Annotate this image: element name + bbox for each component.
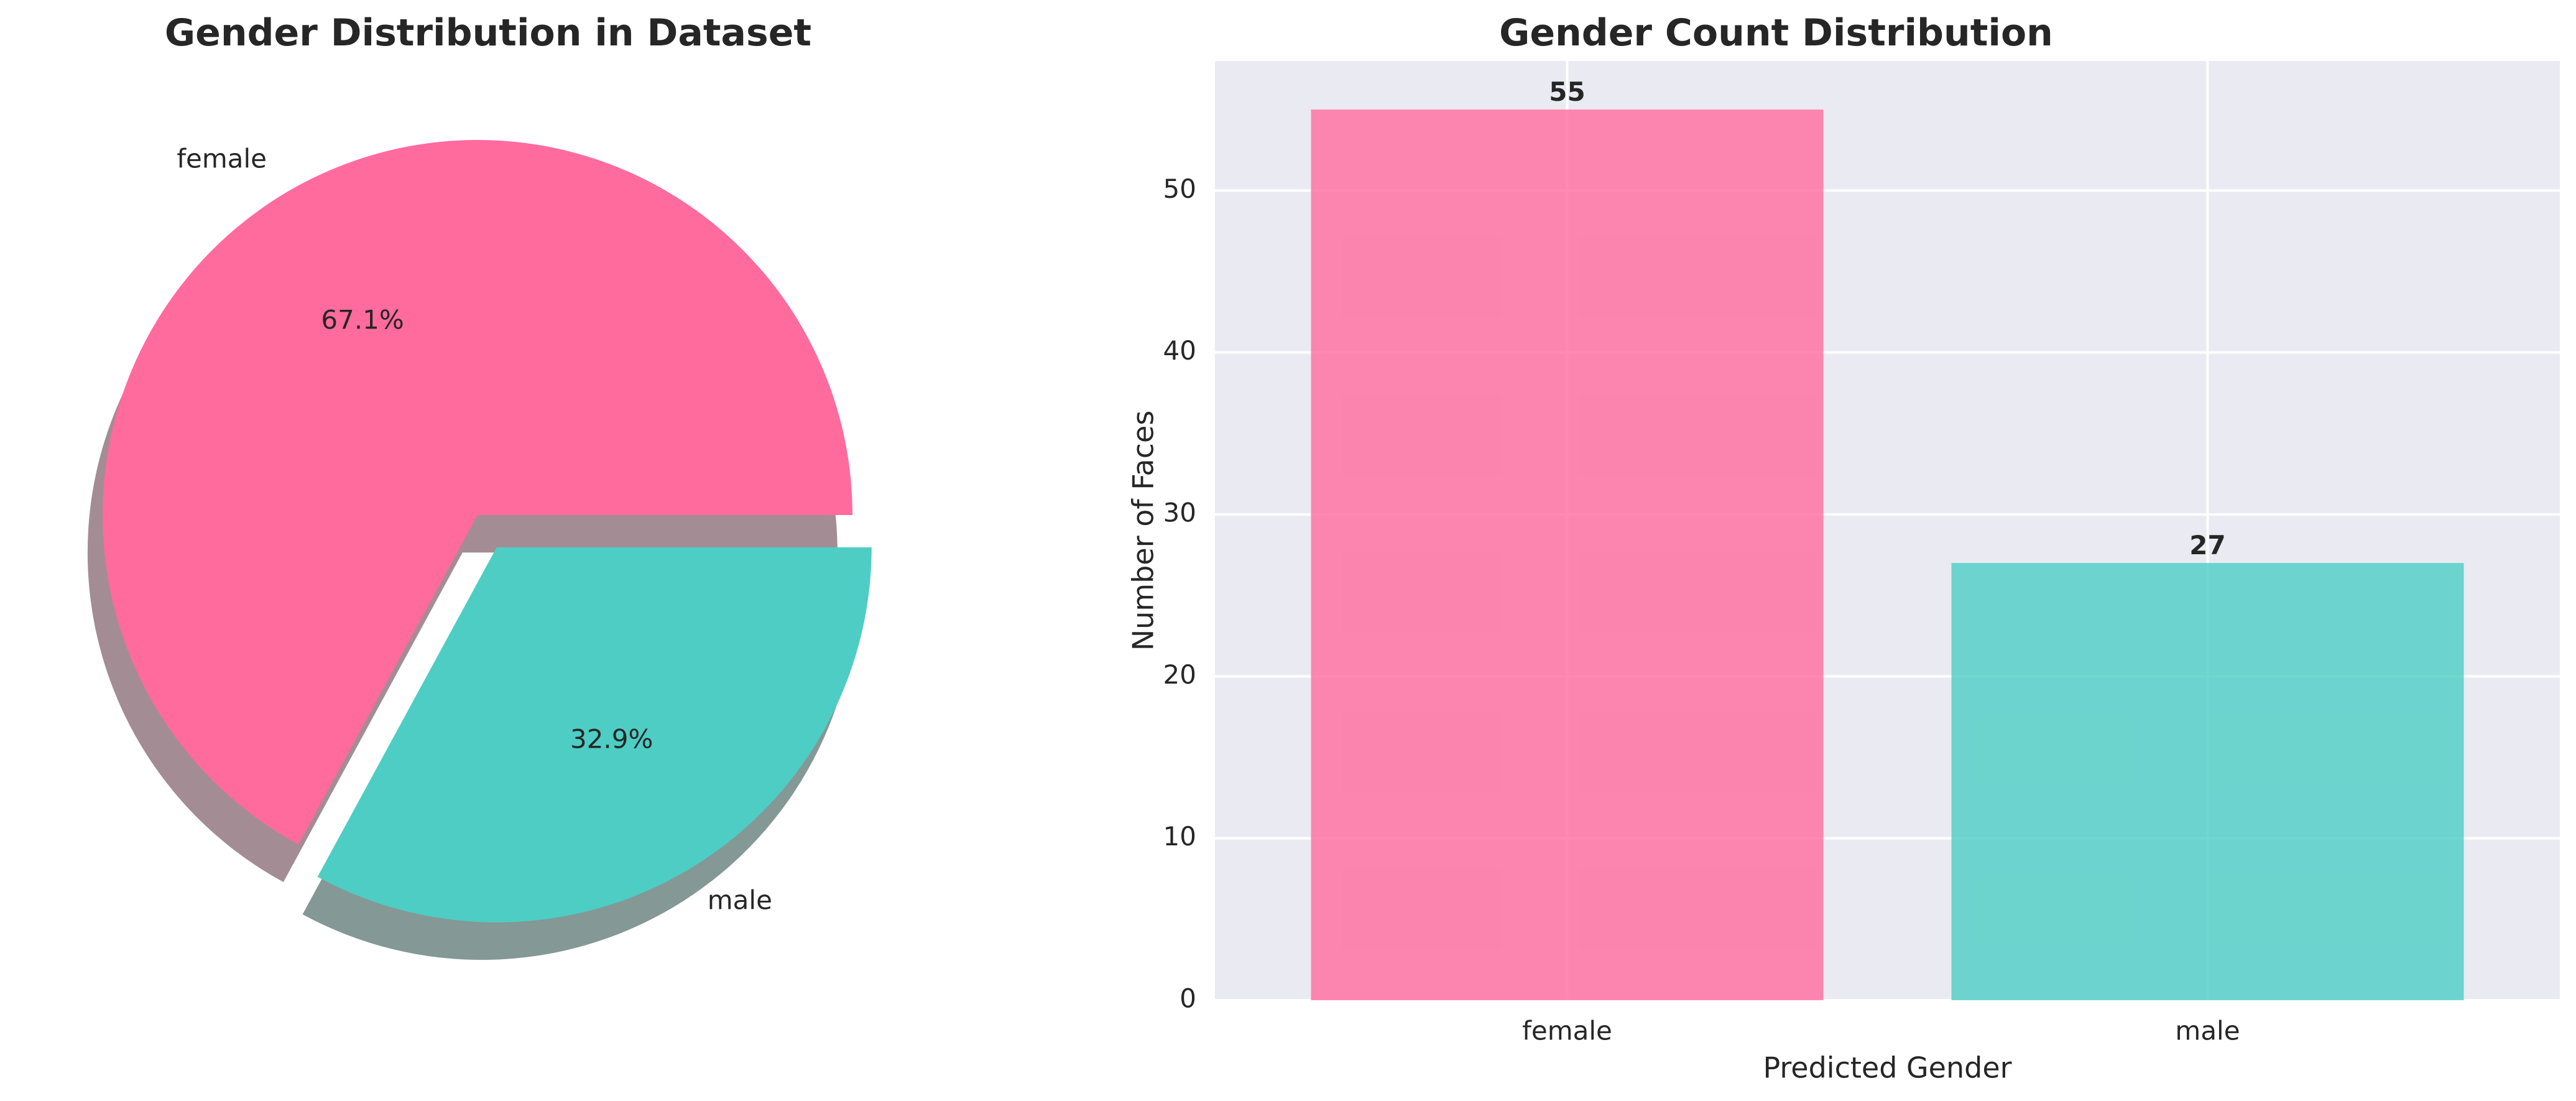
y-tick-label: 0 (1180, 983, 1196, 1014)
bar-male (1951, 563, 2464, 1000)
pie-label-female: female (177, 143, 267, 174)
pie-percent-label-male: 32.9% (570, 723, 653, 754)
bar-chart-panel: Gender Count Distribution 0 10 20 30 40 50 55 f… (976, 0, 2576, 1101)
pie-chart: 67.1% female 32.9% male (87, 139, 872, 960)
pie-percent-label-female: 67.1% (321, 305, 404, 335)
bar-chart: 0 10 20 30 40 50 55 female 27 male Predicted Gende… (1127, 61, 2560, 1085)
y-tick-label: 50 (1163, 174, 1196, 204)
x-tick-label-female: female (1522, 1016, 1612, 1046)
y-tick-label: 40 (1163, 335, 1196, 366)
pie-label-male: male (708, 885, 772, 915)
bar-value-label-male: 27 (2189, 530, 2225, 560)
bar-value-label-female: 55 (1549, 77, 1585, 107)
bar-female (1311, 109, 1824, 1000)
y-tick-label: 10 (1163, 821, 1196, 852)
pie-slice-female (102, 139, 852, 845)
y-tick-label: 20 (1163, 659, 1196, 690)
y-tick-label: 30 (1163, 497, 1196, 527)
x-axis-label: Predicted Gender (1763, 1051, 2011, 1085)
pie-chart-panel: Gender Distribution in Dataset 67.1% fema… (0, 0, 976, 1101)
pie-slice-male (317, 547, 872, 922)
bar-chart-title: Gender Count Distribution (1499, 11, 2053, 55)
y-axis-label: Number of Faces (1127, 411, 1160, 651)
pie-chart-title: Gender Distribution in Dataset (164, 11, 812, 55)
x-tick-label-male: male (2175, 1016, 2240, 1046)
